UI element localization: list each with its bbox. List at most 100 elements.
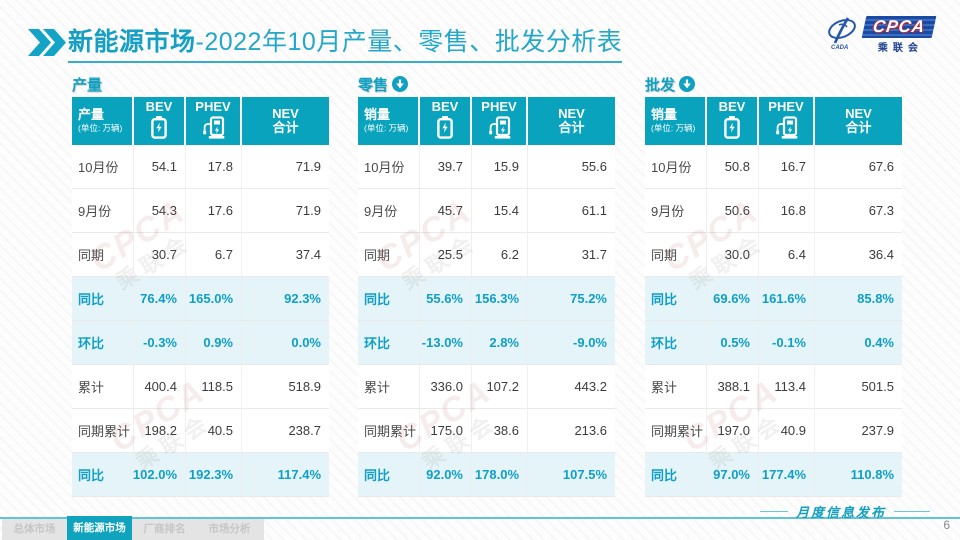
row-label-cell: 同比 [358,453,420,496]
header-phev-cell: PHEV [759,97,815,145]
bev-value-cell: 175.0 [420,409,472,452]
phev-value-cell: 40.9 [759,409,815,452]
tab-nev-market[interactable]: 新能源市场 [67,516,132,540]
charging-station-icon [202,115,225,142]
page-title-highlight: 新能源市场 [68,28,196,56]
phev-value-cell: 17.8 [186,145,242,188]
nev-value-cell: 75.2% [570,291,607,306]
row-label-cell: 同比 [72,277,134,320]
bev-value-cell: 54.1 [134,145,186,188]
table-row: 同期累计 175.0 38.6 213.6 [358,409,615,453]
table-row: 环比 -13.0% 2.8% -9.0% [358,321,615,365]
phev-value-cell: 15.9 [472,145,528,188]
bev-value-cell: 50.6 [707,189,759,232]
table-row: 同比 55.6% 156.3% 75.2% [358,277,615,321]
row-label-cell: 环比 [358,321,420,364]
table-body: 10月份 39.7 15.9 55.6 9月份 45.7 15.4 61.1 同期 25.5 6.2… [358,145,615,497]
phev-value-cell: 113.4 [759,365,815,408]
bev-value-cell: 400.4 [134,365,186,408]
bev-value-cell: 92.0% [420,453,472,496]
bev-value-cell: 76.4% [134,277,186,320]
nev-value-cell: 61.1 [581,203,607,218]
row-label-cell: 累计 [72,365,134,408]
row-label-cell: 累计 [645,365,707,408]
header-metric-cell: 销量 (单位: 万辆) [645,97,707,145]
bev-value-cell: 197.0 [707,409,759,452]
table-row: 同期累计 197.0 40.9 237.9 [645,409,902,453]
tab-oem-ranking[interactable]: 厂商排名 [143,523,186,535]
bev-value-cell: 102.0% [133,453,186,496]
header-metric-cell: 产量 (单位: 万辆) [72,97,134,145]
nev-value-cell: 110.8% [850,467,894,482]
publication-label: 月度信息发布 [759,502,930,521]
phev-value-cell: 177.4% [759,453,815,496]
row-label-cell: 同期 [72,233,134,276]
cpca-logo: CADA CPCA 乘联会 [823,16,937,55]
bev-value-cell: -0.3% [134,321,186,364]
section-label-production: 产量 [72,74,329,94]
header-unit-label: (单位: 万辆) [78,123,123,134]
nev-value-cell: 501.5 [861,379,894,394]
table-row: 环比 0.5% -0.1% 0.4% [645,321,902,365]
retail-table-block: 零售 销量 (单位: 万辆) BEV [358,74,615,497]
header-nev-cell: NEV 合计 [272,105,299,135]
header-bev-cell: BEV [134,97,186,145]
row-label-cell: 10月份 [358,145,420,188]
page-title-rest: -2022年10月产量、零售、批发分析表 [195,28,623,56]
battery-icon [151,115,167,142]
row-label-cell: 同比 [645,453,707,496]
production-table: 产量 (单位: 万辆) BEV PHEV [72,97,329,497]
title-chevron-icon [28,29,66,61]
phev-value-cell: 38.6 [472,409,528,452]
bev-value-cell: 198.2 [134,409,186,452]
row-label-cell: 同比 [358,277,420,320]
nev-value-cell: 117.4% [277,467,321,482]
row-label-cell: 同期 [645,233,707,276]
phev-value-cell: 118.5 [186,365,242,408]
nev-value-cell: 67.3 [868,203,894,218]
nev-value-cell: 237.9 [861,423,894,438]
nev-value-cell: 71.9 [295,203,321,218]
row-label-cell: 同比 [645,277,707,320]
nev-value-cell: 92.3% [284,291,321,306]
row-label-cell: 同期累计 [358,409,420,452]
section-label-text: 产量 [72,76,103,94]
phev-value-cell: 2.8% [472,321,528,364]
row-label-cell: 环比 [645,321,707,364]
bev-value-cell: 0.5% [707,321,759,364]
header-nev-cell: NEV 合计 [558,105,585,135]
battery-icon [437,115,453,142]
header-unit-label: (单位: 万辆) [651,123,696,134]
phev-value-cell: 192.3% [186,453,242,496]
row-label-cell: 10月份 [645,145,707,188]
row-label-cell: 同比 [72,453,134,496]
bev-value-cell: 50.8 [707,145,759,188]
nev-value-cell: 55.6 [581,159,607,174]
page-number: 6 [943,518,950,532]
phev-value-cell: 40.5 [186,409,242,452]
phev-value-cell: 178.0% [472,453,528,496]
table-row: 累计 336.0 107.2 443.2 [358,365,615,409]
section-label-text: 零售 [358,76,389,94]
nev-value-cell: 238.7 [288,423,321,438]
table-row: 同期 30.7 6.7 37.4 [72,233,329,277]
tab-market-analysis[interactable]: 市场分析 [208,523,251,535]
row-label-cell: 9月份 [645,189,707,232]
nev-value-cell: 85.8% [857,291,894,306]
table-row: 10月份 54.1 17.8 71.9 [72,145,329,189]
table-row: 环比 -0.3% 0.9% 0.0% [72,321,329,365]
bev-value-cell: 388.1 [707,365,759,408]
table-row: 同期 25.5 6.2 31.7 [358,233,615,277]
down-arrow-icon [679,76,696,92]
header-metric-cell: 销量 (单位: 万辆) [358,97,420,145]
table-row: 9月份 54.3 17.6 71.9 [72,189,329,233]
table-body: 10月份 50.8 16.7 67.6 9月份 50.6 16.8 67.3 同期 30.0 6.4… [645,145,902,497]
table-row: 同比 76.4% 165.0% 92.3% [72,277,329,321]
phev-value-cell: 17.6 [186,189,242,232]
tab-overall-market[interactable]: 总体市场 [13,523,56,535]
wholesale-table-block: 批发 销量 (单位: 万辆) BEV [645,74,902,497]
table-row: 9月份 50.6 16.8 67.3 [645,189,902,233]
battery-icon [724,115,740,142]
phev-value-cell: 6.7 [186,233,242,276]
